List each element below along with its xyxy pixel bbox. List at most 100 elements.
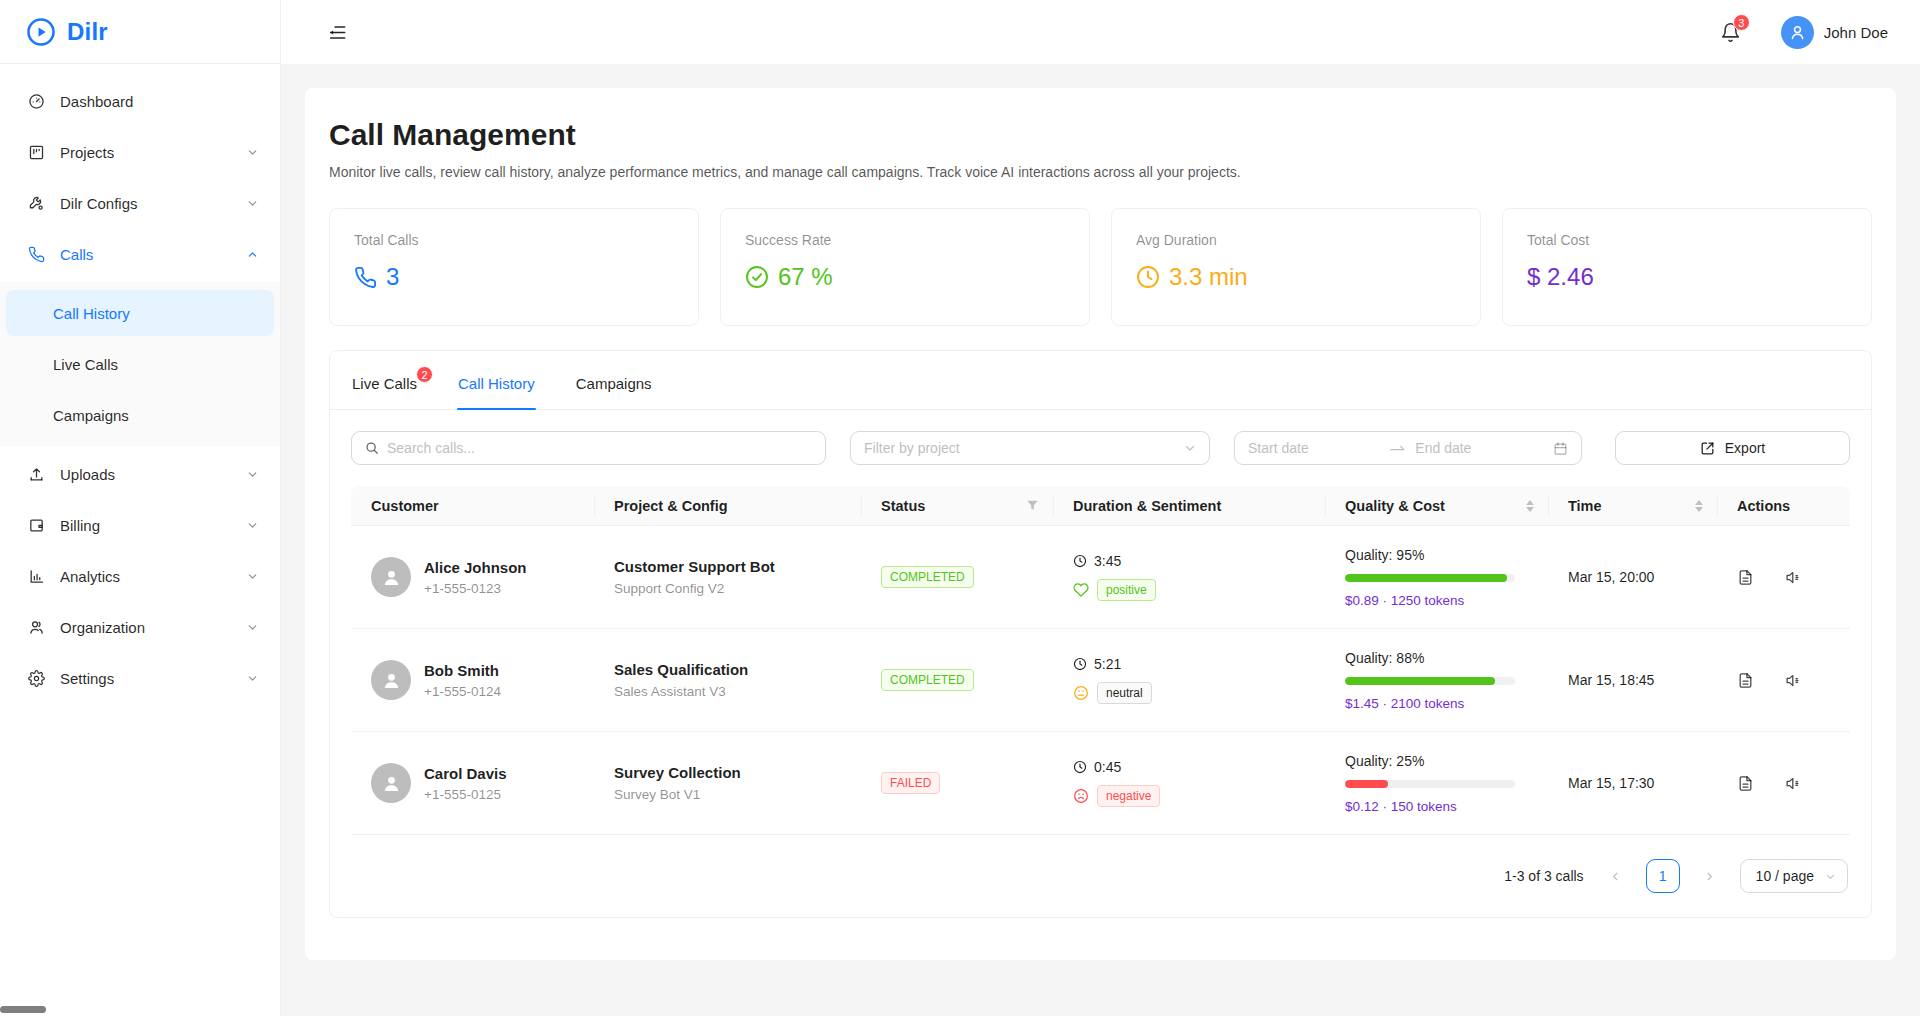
user-menu[interactable]: John Doe [1781, 16, 1888, 49]
pagination-total: 1-3 of 3 calls [1504, 868, 1583, 884]
duration-value: 5:21 [1094, 656, 1121, 672]
sidebar-item-projects[interactable]: Projects [6, 129, 274, 175]
avatar [371, 557, 411, 597]
top-header: 3 John Doe [281, 0, 1920, 64]
sidebar-item-label: Organization [60, 619, 145, 636]
sidebar-item-dashboard[interactable]: Dashboard [6, 78, 274, 124]
menu-fold-icon[interactable] [328, 23, 347, 42]
brand-logo[interactable]: Dilr [0, 0, 280, 64]
quality-label: Quality: 95% [1345, 547, 1534, 563]
tab-label: Live Calls [352, 375, 417, 392]
check-circle-icon [745, 265, 769, 289]
avatar [1781, 16, 1814, 49]
sidebar-item-label: Calls [60, 246, 93, 263]
page-description: Monitor live calls, review call history,… [329, 164, 1872, 180]
sentiment-badge: negative [1097, 785, 1160, 807]
project-name: Customer Support Bot [614, 558, 847, 575]
stat-value: 3.3 min [1169, 263, 1248, 291]
audio-sound-icon[interactable] [1785, 569, 1802, 586]
transcript-file-icon[interactable] [1737, 569, 1754, 586]
sorter-icon[interactable] [1695, 500, 1703, 512]
tab-campaigns[interactable]: Campaigns [575, 367, 653, 409]
col-quality-cost[interactable]: Quality & Cost [1325, 486, 1548, 525]
sidebar-item-settings[interactable]: Settings [6, 655, 274, 701]
transcript-file-icon[interactable] [1737, 775, 1754, 792]
search-input[interactable] [387, 440, 812, 456]
horizontal-scrollbar-thumb[interactable] [0, 1006, 46, 1013]
sidebar-menu: Dashboard Projects Dilr Configs Calls Ca… [0, 64, 280, 701]
chevron-down-icon [247, 571, 258, 582]
cost-tokens: $1.45 · 2100 tokens [1345, 696, 1534, 711]
customer-phone: +1-555-0123 [424, 581, 527, 596]
col-time[interactable]: Time [1548, 486, 1717, 525]
status-badge: FAILED [881, 772, 940, 794]
page-number-button[interactable]: 1 [1646, 859, 1680, 893]
cost-tokens: $0.12 · 150 tokens [1345, 799, 1534, 814]
search-icon [365, 441, 379, 455]
filter-funnel-icon[interactable] [1026, 499, 1039, 512]
calls-submenu: Call History Live Calls Campaigns [0, 282, 280, 446]
sidebar-item-call-history[interactable]: Call History [6, 290, 274, 336]
tab-call-history[interactable]: Call History [457, 367, 536, 409]
sentiment-badge: positive [1097, 579, 1156, 601]
audio-sound-icon[interactable] [1785, 775, 1802, 792]
table-row: Carol Davis +1-555-0125 Survey Collectio… [351, 732, 1850, 835]
sidebar-item-campaigns[interactable]: Campaigns [6, 392, 274, 438]
duration-value: 0:45 [1094, 759, 1121, 775]
project-name: Sales Qualification [614, 661, 847, 678]
content-panel: Call Management Monitor live calls, revi… [305, 88, 1896, 960]
sidebar-item-label: Uploads [60, 466, 115, 483]
status-badge: COMPLETED [881, 669, 974, 691]
chevron-down-icon [1184, 442, 1196, 454]
tab-label: Campaigns [576, 375, 652, 392]
sidebar-item-uploads[interactable]: Uploads [6, 451, 274, 497]
quality-label: Quality: 25% [1345, 753, 1534, 769]
sidebar-item-calls[interactable]: Calls [6, 231, 274, 277]
col-duration-sentiment: Duration & Sentiment [1053, 486, 1325, 525]
sentiment-badge: neutral [1097, 682, 1152, 704]
frown-face-icon [1073, 788, 1089, 804]
phone-icon [354, 266, 377, 289]
sidebar-item-label: Analytics [60, 568, 120, 585]
sidebar-item-analytics[interactable]: Analytics [6, 553, 274, 599]
export-button[interactable]: Export [1615, 431, 1850, 465]
main-content: Call Management Monitor live calls, revi… [281, 64, 1920, 1016]
sidebar-item-label: Dilr Configs [60, 195, 138, 212]
page-title: Call Management [329, 118, 1872, 152]
sorter-icon[interactable] [1526, 500, 1534, 512]
sidebar-item-label: Dashboard [60, 93, 133, 110]
stat-value: 67 % [778, 263, 833, 291]
call-time: Mar 15, 17:30 [1548, 775, 1717, 791]
call-time: Mar 15, 18:45 [1548, 672, 1717, 688]
tab-label: Call History [458, 375, 535, 392]
table-row: Alice Johnson +1-555-0123 Customer Suppo… [351, 526, 1850, 629]
stat-value: 3 [386, 263, 399, 291]
search-field [351, 431, 826, 465]
next-page-icon[interactable] [1695, 860, 1725, 892]
configs-icon [28, 195, 45, 212]
page-size-select[interactable]: 10 / page [1740, 859, 1848, 893]
col-status: Status [861, 486, 1053, 525]
col-project-config: Project & Config [594, 486, 861, 525]
sidebar-item-billing[interactable]: Billing [6, 502, 274, 548]
date-range-picker[interactable]: Start date End date [1234, 431, 1582, 465]
customer-name: Alice Johnson [424, 559, 527, 576]
customer-phone: +1-555-0125 [424, 787, 507, 802]
chevron-down-icon [247, 469, 258, 480]
tab-live-calls[interactable]: Live Calls 2 [351, 367, 418, 409]
sidebar-item-live-calls[interactable]: Live Calls [6, 341, 274, 387]
sidebar-item-organization[interactable]: Organization [6, 604, 274, 650]
organization-icon [28, 619, 45, 636]
project-filter-select[interactable]: Filter by project [850, 431, 1210, 465]
table-header: Customer Project & Config Status Duratio… [351, 486, 1850, 526]
chevron-down-icon [247, 198, 258, 209]
prev-page-icon[interactable] [1601, 860, 1631, 892]
config-name: Support Config V2 [614, 581, 847, 596]
transcript-file-icon[interactable] [1737, 672, 1754, 689]
notifications-button[interactable]: 3 [1720, 22, 1741, 43]
call-time: Mar 15, 20:00 [1548, 569, 1717, 585]
start-date-placeholder: Start date [1248, 440, 1309, 456]
sidebar-item-dilr-configs[interactable]: Dilr Configs [6, 180, 274, 226]
audio-sound-icon[interactable] [1785, 672, 1802, 689]
customer-name: Carol Davis [424, 765, 507, 782]
